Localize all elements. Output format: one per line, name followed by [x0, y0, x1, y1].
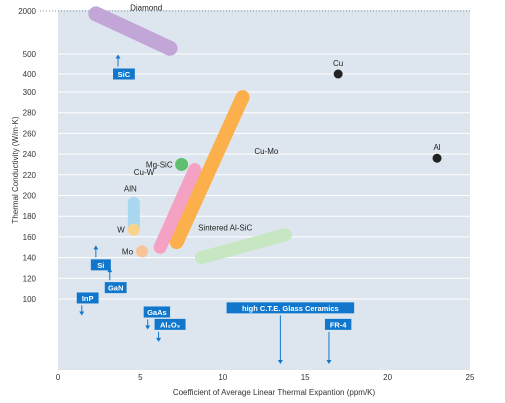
- point-label-mg-sic: Mg-SiC: [146, 160, 173, 169]
- label-box-al-o: Al₂O₃: [154, 318, 186, 342]
- label-box-high-c-t-e-glass-ceramics: high C.T.E. Glass Ceramics: [226, 302, 355, 364]
- label-box-bg: [226, 302, 355, 314]
- label-box-fr-4: FR-4: [324, 318, 352, 364]
- label-box-bg: [154, 318, 186, 330]
- region-cu-w: [153, 163, 202, 254]
- label-box-text: FR-4: [330, 320, 347, 329]
- point-label-cu: Cu: [333, 59, 343, 68]
- y-tick-label: 240: [23, 150, 37, 159]
- label-box-si: Si: [90, 245, 111, 271]
- label-box-text: GaAs: [147, 308, 167, 317]
- y-tick-label: 2000: [18, 7, 36, 16]
- x-tick-label: 5: [138, 373, 143, 382]
- point-al: [432, 153, 442, 163]
- arrow-up-head: [93, 245, 99, 250]
- arrow-down-head: [326, 360, 332, 364]
- label-box-text: GaN: [108, 284, 123, 293]
- region-label-diamond: Diamond: [130, 3, 162, 12]
- label-box-gaas: GaAs: [143, 306, 171, 330]
- arrow-up-head: [115, 54, 121, 59]
- plot-background: [58, 10, 470, 370]
- y-tick-label: 500: [23, 50, 37, 59]
- label-box-inp: InP: [76, 292, 99, 316]
- label-box-bg: [324, 318, 352, 330]
- arrow-up-head: [107, 268, 113, 273]
- region-label-aln: AlN: [124, 185, 137, 194]
- label-box-bg: [104, 282, 127, 294]
- y-tick-label: 300: [23, 88, 37, 97]
- y-tick-label: 280: [23, 109, 37, 118]
- y-axis-label: Thermal Conductivity (W/m·K): [11, 116, 20, 223]
- label-box-bg: [76, 292, 99, 304]
- region-label-cu-w: Cu-W: [134, 168, 155, 177]
- point-mg-sic: [175, 157, 189, 171]
- x-tick-label: 25: [466, 373, 475, 382]
- y-tick-label: 140: [23, 254, 37, 263]
- label-box-text: Si: [97, 261, 104, 270]
- label-box-gan: GaN: [104, 268, 127, 294]
- region-label-cu-mo: Cu-Mo: [254, 147, 279, 156]
- x-axis-label: Coefficient of Average Linear Thermal Ex…: [173, 388, 376, 397]
- label-box-text: InP: [82, 294, 94, 303]
- y-tick-label: 400: [23, 70, 37, 79]
- label-box-bg: [113, 68, 135, 80]
- point-w: [127, 223, 140, 236]
- label-box-bg: [143, 306, 171, 318]
- y-tick-label: 220: [23, 171, 37, 180]
- arrow-down-head: [277, 360, 283, 364]
- x-tick-label: 0: [56, 373, 61, 382]
- y-tick-label: 200: [23, 192, 37, 201]
- arrow-down-head: [156, 337, 162, 342]
- point-label-w: W: [117, 226, 125, 235]
- region-cu-mo: [169, 90, 250, 250]
- y-tick-label: 120: [23, 274, 37, 283]
- point-label-al: Al: [433, 143, 440, 152]
- y-tick-label: 100: [23, 295, 37, 304]
- x-tick-label: 15: [301, 373, 310, 382]
- arrow-down-head: [79, 311, 85, 316]
- x-tick-label: 20: [383, 373, 392, 382]
- label-box-text: Al₂O₃: [160, 320, 181, 329]
- label-box-sic: SiC: [113, 54, 135, 80]
- label-box-bg: [90, 259, 111, 271]
- point-mo: [136, 245, 149, 258]
- region-diamond: [88, 6, 178, 56]
- y-tick-label: 260: [23, 129, 37, 138]
- y-tick-label: 180: [23, 212, 37, 221]
- label-box-text: SiC: [118, 70, 131, 79]
- y-tick-label: 160: [23, 233, 37, 242]
- arrow-down-head: [145, 325, 151, 330]
- point-label-mo: Mo: [122, 247, 134, 256]
- label-box-text: high C.T.E. Glass Ceramics: [242, 304, 339, 313]
- region-sintered-al-sic: [194, 228, 292, 265]
- x-tick-label: 10: [218, 373, 227, 382]
- region-label-sintered-al-sic: Sintered Al-SiC: [198, 224, 252, 233]
- point-cu: [333, 69, 343, 79]
